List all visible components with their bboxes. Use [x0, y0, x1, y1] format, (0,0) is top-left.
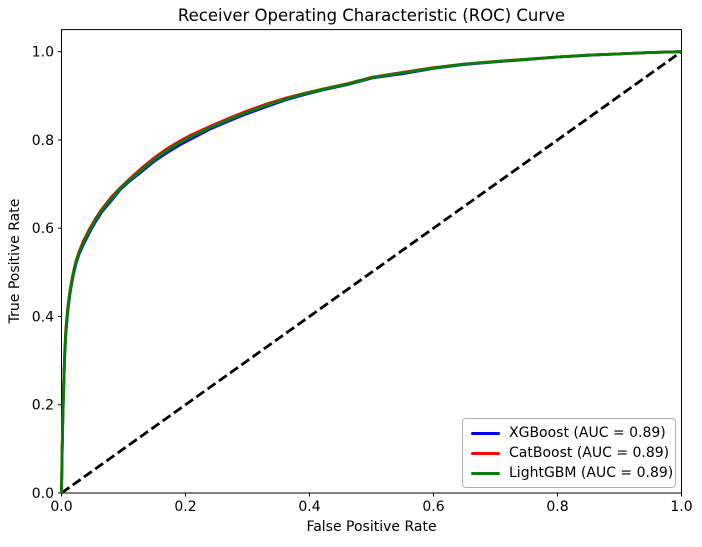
legend-label-catboost: CatBoost (AUC = 0.89)	[509, 445, 670, 461]
legend-line-icon-catboost	[471, 451, 500, 455]
legend-label-lightgbm: LightGBM (AUC = 0.89)	[509, 465, 674, 481]
y-tick-label: 1.0	[32, 45, 54, 61]
x-tick-label: 1.0	[670, 499, 692, 515]
legend-item-catboost: CatBoost (AUC = 0.89)	[471, 445, 670, 461]
legend-line-icon-xgboost	[471, 431, 500, 435]
legend-box: XGBoost (AUC = 0.89) CatBoost (AUC = 0.89…	[462, 418, 676, 488]
chart-title: Receiver Operating Characteristic (ROC) …	[177, 6, 566, 25]
y-tick-label: 0.4	[32, 309, 54, 325]
y-tick-label: 0.6	[32, 221, 54, 237]
legend-line-icon-lightgbm	[471, 471, 500, 475]
y-tick-label: 0.8	[32, 133, 54, 149]
x-axis-label: False Positive Rate	[306, 519, 437, 535]
x-tick-label: 0.6	[422, 499, 444, 515]
chance-diagonal-line	[60, 50, 683, 495]
x-tick-label: 0.2	[174, 499, 196, 515]
legend-item-lightgbm: LightGBM (AUC = 0.89)	[471, 465, 673, 481]
roc-curve-lightgbm	[60, 50, 682, 494]
x-tick-label: 0.4	[298, 499, 320, 515]
legend-label-xgboost: XGBoost (AUC = 0.89)	[509, 425, 666, 441]
y-tick-label: 0.0	[32, 486, 54, 502]
y-tick-label: 0.2	[32, 398, 54, 414]
legend-item-xgboost: XGBoost (AUC = 0.89)	[471, 425, 667, 441]
x-tick-label: 0.8	[546, 499, 568, 515]
axes-spines	[61, 29, 682, 494]
x-tick-label: 0.0	[50, 499, 72, 515]
